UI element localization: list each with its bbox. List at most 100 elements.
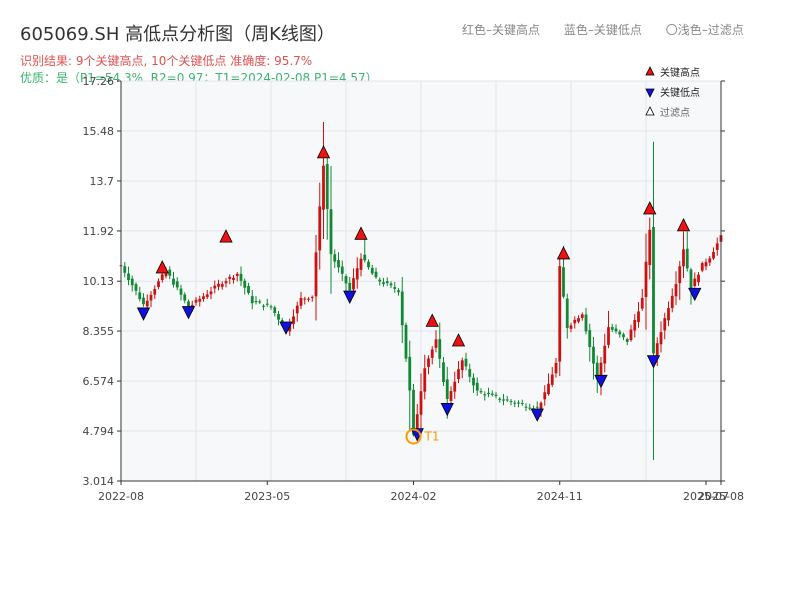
candle-body [479, 391, 483, 393]
candle-body [367, 261, 370, 268]
candle-body [693, 278, 697, 287]
candle-body [273, 307, 277, 313]
candle-body [374, 271, 378, 278]
candle-body [712, 251, 715, 259]
candle-body [539, 402, 543, 410]
candle-body [404, 324, 408, 359]
candle-body [715, 243, 719, 250]
candle-body [130, 278, 134, 286]
candle-body [363, 254, 367, 261]
key-high-marker [354, 226, 368, 240]
candle-body [194, 299, 198, 303]
candle-body [547, 383, 550, 395]
candle-body [434, 339, 438, 348]
candle-body [318, 206, 322, 251]
y-tick-label: 17.26 [83, 75, 115, 88]
candle-body [430, 349, 434, 358]
candle-body [389, 283, 393, 286]
candle-body [134, 284, 138, 291]
candle-body [258, 301, 262, 303]
candle-body [708, 258, 712, 263]
candle-body [550, 374, 554, 385]
candle-body [235, 273, 239, 276]
top-legend-filtered: 〇浅色–过滤点 [665, 23, 744, 37]
candle-body [659, 332, 663, 345]
candle-body [397, 290, 400, 293]
candles [119, 121, 723, 460]
legend-marker-3 [645, 106, 655, 116]
candle-body [153, 288, 157, 295]
chart-title: 605069.SH 高低点分析图（周K线图） [20, 24, 335, 45]
candle-body [569, 325, 573, 329]
y-tick-label: 11.92 [83, 225, 115, 238]
candle-body [232, 277, 235, 280]
candle-body [483, 394, 487, 396]
candle-body [412, 389, 415, 435]
candle-body [314, 252, 318, 297]
candle-body [183, 294, 187, 301]
recognition-result: 识别结果: 9个关键高点, 10个关键低点 准确度: 95.7% [20, 54, 313, 68]
candle-body [325, 164, 329, 210]
candle-body [303, 298, 307, 300]
candle-body [595, 362, 599, 380]
key-high-marker [155, 260, 169, 274]
candle-body [472, 377, 475, 386]
candle-body [648, 229, 652, 265]
key-low-marker [279, 321, 293, 335]
candle-body [254, 301, 258, 303]
candle-body [528, 407, 532, 409]
candle-body [419, 391, 423, 415]
candle-body [622, 334, 625, 338]
y-tick-label: 3.014 [83, 475, 115, 488]
candle-body [262, 305, 265, 307]
candle-body [667, 308, 670, 321]
candle-body [655, 343, 659, 356]
candle-body [352, 278, 355, 290]
key-low-marker [594, 374, 608, 389]
candle-body [663, 318, 667, 331]
candle-body [172, 278, 175, 285]
candle-body [187, 301, 190, 308]
candle-body [674, 284, 678, 297]
candle-body [307, 298, 310, 300]
candle-body [625, 339, 629, 342]
candle-body [378, 279, 382, 282]
y-tick-label: 10.13 [83, 275, 115, 288]
candle-body [400, 291, 404, 326]
candle-body [329, 209, 333, 255]
candle-body [558, 266, 562, 362]
key-low-marker [530, 408, 544, 422]
candle-body [299, 297, 303, 306]
candle-body [513, 402, 517, 404]
candle-body [573, 319, 577, 324]
candle-body [142, 297, 145, 305]
candle-body [603, 345, 607, 364]
candle-body [685, 248, 689, 269]
candle-body [209, 291, 213, 295]
candle-body [359, 258, 363, 270]
candle-body [269, 306, 273, 308]
candle-body [670, 295, 674, 309]
t1-label: T1 [424, 429, 440, 443]
candle-body [543, 392, 547, 400]
top-legend-high: 红色–关键高点 [462, 23, 541, 37]
y-tick-label: 6.574 [83, 375, 115, 388]
candle-body [423, 368, 427, 392]
candle-body [322, 165, 325, 210]
candle-body [464, 358, 468, 367]
candle-body [629, 329, 633, 341]
candle-body [292, 316, 295, 325]
y-tick-label: 15.48 [83, 125, 115, 138]
candle-body [202, 296, 205, 300]
x-tick-label: 2025-07 [683, 490, 729, 503]
candle-body [243, 280, 247, 288]
key-high-marker [676, 217, 691, 232]
candle-body [457, 369, 460, 380]
candle-body [145, 300, 149, 307]
candle-body [652, 226, 655, 354]
candle-body [588, 330, 592, 347]
candle-body [562, 267, 565, 297]
candle-body [228, 276, 232, 279]
candle-body [618, 331, 622, 335]
candle-body [310, 296, 314, 298]
